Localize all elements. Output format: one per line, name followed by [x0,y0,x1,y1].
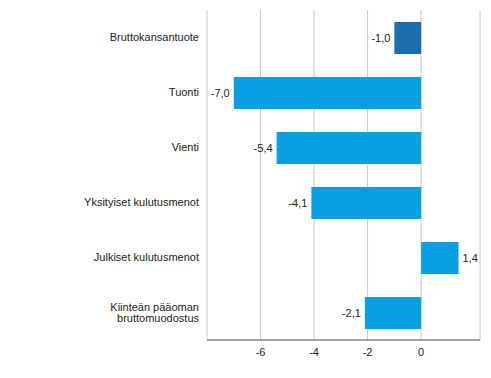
svg-text:-4,1: -4,1 [288,197,307,209]
svg-text:-5,4: -5,4 [254,142,273,154]
svg-text:-2: -2 [363,346,373,358]
svg-text:-7,0: -7,0 [211,87,230,99]
svg-text:Yksityiset kulutusmenot: Yksityiset kulutusmenot [84,196,199,208]
svg-text:Kiinteän pääomanbruttomuodostu: Kiinteän pääomanbruttomuodostus [110,301,199,324]
svg-text:Vienti: Vienti [172,141,199,153]
svg-text:Tuonti: Tuonti [169,86,199,98]
svg-text:-2,1: -2,1 [342,307,361,319]
svg-text:Julkiset kulutusmenot: Julkiset kulutusmenot [94,251,199,263]
svg-text:0: 0 [418,346,424,358]
svg-text:-4: -4 [309,346,319,358]
svg-text:-6: -6 [256,346,266,358]
svg-text:1,4: 1,4 [463,252,478,264]
svg-text:Bruttokansantuote: Bruttokansantuote [110,31,199,43]
svg-text:-1,0: -1,0 [371,32,390,44]
